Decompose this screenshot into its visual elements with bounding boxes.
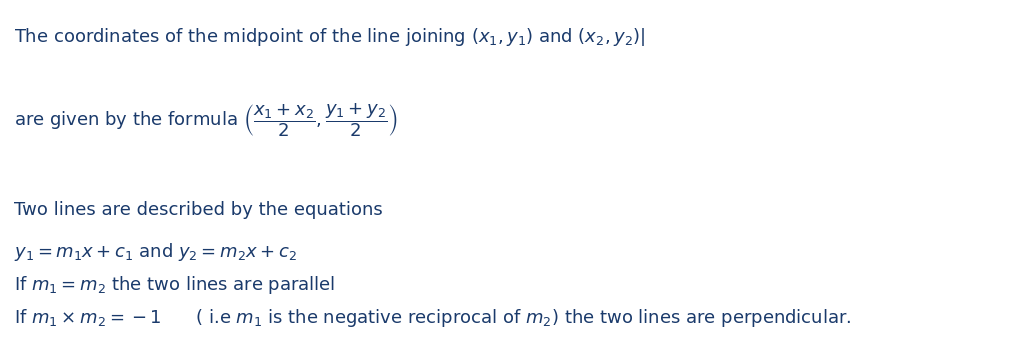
Text: Two lines are described by the equations: Two lines are described by the equations bbox=[14, 201, 383, 219]
Text: If $m_1 \times m_2 = -1$      ( i.e $m_1$ is the negative reciprocal of $m_2$) t: If $m_1 \times m_2 = -1$ ( i.e $m_1$ is … bbox=[14, 307, 852, 329]
Text: If $m_1 = m_2$ the two lines are parallel: If $m_1 = m_2$ the two lines are paralle… bbox=[14, 274, 335, 296]
Text: The coordinates of the midpoint of the line joining $(x_1, y_1)$ and $(x_2, y_2): The coordinates of the midpoint of the l… bbox=[14, 26, 646, 48]
Text: are given by the formula $\left( \dfrac{x_1 + x_2}{2}, \dfrac{y_1 + y_2}{2} \rig: are given by the formula $\left( \dfrac{… bbox=[14, 102, 399, 140]
Text: $y_1 = m_1 x + c_1$ and $y_2 = m_2 x + c_2$: $y_1 = m_1 x + c_1$ and $y_2 = m_2 x + c… bbox=[14, 241, 297, 263]
